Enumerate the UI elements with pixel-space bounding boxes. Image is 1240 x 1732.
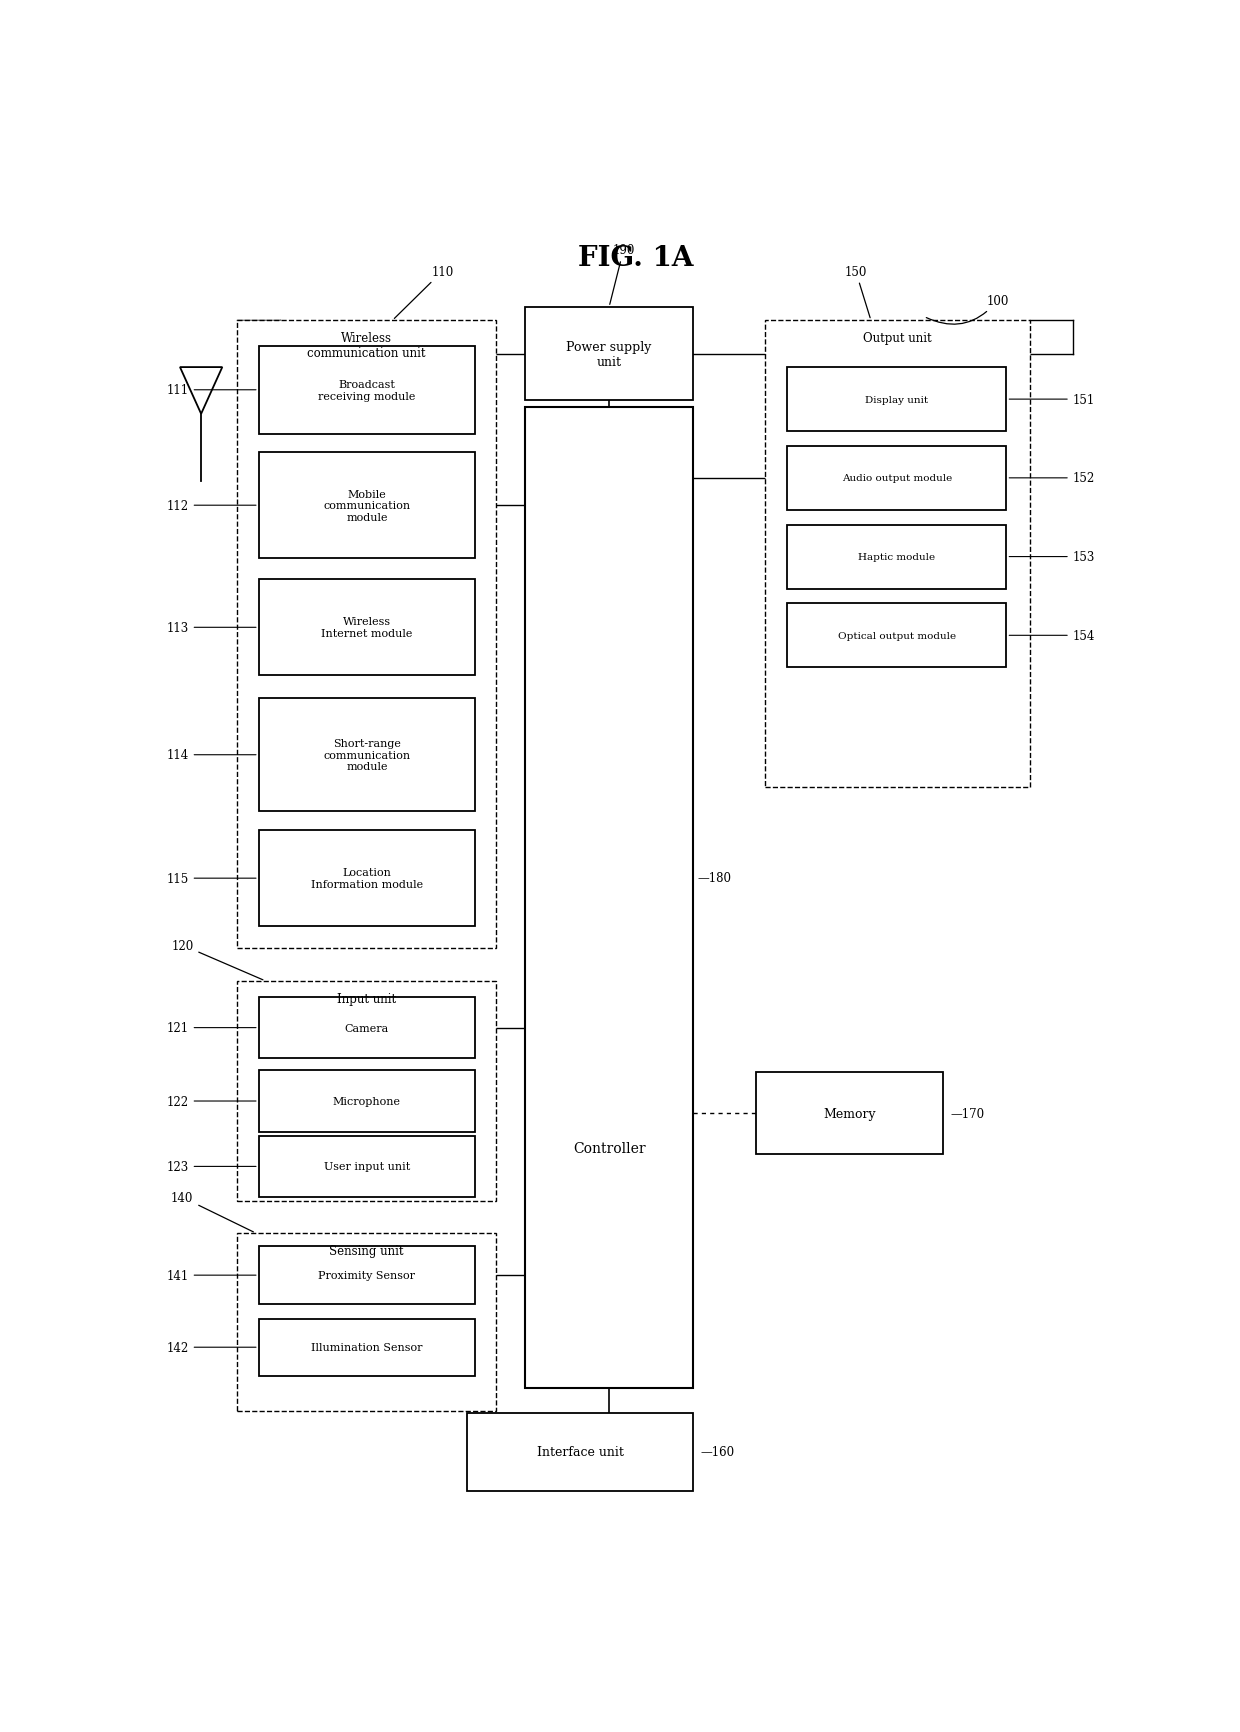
Text: 112: 112 (166, 499, 255, 513)
Text: Wireless
communication unit: Wireless communication unit (308, 333, 425, 360)
Text: Controller: Controller (573, 1141, 645, 1155)
Text: FIG. 1A: FIG. 1A (578, 244, 693, 272)
Text: —170: —170 (951, 1107, 985, 1121)
Text: User input unit: User input unit (324, 1162, 410, 1173)
Text: 100: 100 (926, 294, 1008, 326)
Text: Mobile
communication
module: Mobile communication module (324, 490, 410, 523)
Bar (787, 447, 1007, 511)
Text: 142: 142 (166, 1341, 255, 1354)
Bar (237, 982, 496, 1202)
Text: 121: 121 (166, 1022, 255, 1034)
Bar (259, 831, 475, 927)
Text: —180: —180 (698, 871, 732, 885)
Bar (525, 409, 693, 1387)
Text: Microphone: Microphone (332, 1096, 401, 1107)
Text: Sensing unit: Sensing unit (329, 1244, 404, 1257)
Bar (259, 454, 475, 559)
Text: 140: 140 (171, 1192, 253, 1231)
Text: 152: 152 (1009, 473, 1095, 485)
Bar (259, 1247, 475, 1304)
Text: Output unit: Output unit (863, 333, 931, 345)
Bar (259, 1070, 475, 1133)
Bar (787, 525, 1007, 589)
Bar (259, 1136, 475, 1197)
Text: 141: 141 (166, 1270, 255, 1282)
Bar (787, 604, 1007, 669)
Bar (237, 1233, 496, 1412)
Text: Illumination Sensor: Illumination Sensor (311, 1342, 423, 1353)
Text: 115: 115 (166, 873, 255, 885)
Text: Input unit: Input unit (337, 992, 396, 1005)
Text: 111: 111 (166, 385, 255, 397)
Text: 190: 190 (610, 244, 635, 305)
Text: 113: 113 (166, 622, 255, 634)
Text: 120: 120 (171, 939, 263, 980)
Bar (765, 320, 1029, 788)
Text: Audio output module: Audio output module (842, 475, 952, 483)
Text: 151: 151 (1009, 393, 1095, 407)
Bar (755, 1072, 944, 1155)
Bar (467, 1413, 693, 1491)
Bar (259, 1318, 475, 1377)
Text: Location
Information module: Location Information module (311, 868, 423, 890)
Bar (259, 346, 475, 435)
Text: Display unit: Display unit (866, 395, 929, 404)
Bar (259, 580, 475, 675)
Text: Broadcast
receiving module: Broadcast receiving module (319, 379, 415, 402)
Text: Short-range
communication
module: Short-range communication module (324, 740, 410, 772)
Text: Interface unit: Interface unit (537, 1446, 624, 1458)
Text: Memory: Memory (823, 1107, 875, 1121)
Text: Optical output module: Optical output module (838, 632, 956, 641)
Text: Wireless
Internet module: Wireless Internet module (321, 617, 413, 639)
Text: 153: 153 (1009, 551, 1095, 563)
Text: 110: 110 (394, 265, 454, 319)
Bar (259, 698, 475, 812)
Bar (237, 320, 496, 947)
Text: Power supply
unit: Power supply unit (567, 341, 652, 369)
Text: Camera: Camera (345, 1024, 389, 1032)
Text: 114: 114 (166, 748, 255, 762)
Text: 123: 123 (166, 1160, 255, 1173)
Text: Haptic module: Haptic module (858, 553, 935, 561)
Bar (525, 308, 693, 402)
Text: 122: 122 (166, 1095, 255, 1108)
Bar (259, 998, 475, 1058)
Text: 154: 154 (1009, 629, 1095, 643)
Text: Proximity Sensor: Proximity Sensor (319, 1270, 415, 1280)
Text: 150: 150 (844, 265, 870, 319)
Text: —160: —160 (701, 1446, 735, 1458)
Bar (787, 367, 1007, 431)
